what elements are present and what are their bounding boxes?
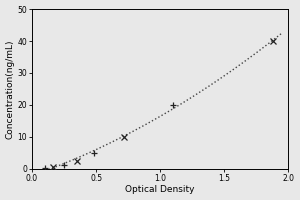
X-axis label: Optical Density: Optical Density [125,185,195,194]
Y-axis label: Concentration(ng/mL): Concentration(ng/mL) [6,39,15,139]
